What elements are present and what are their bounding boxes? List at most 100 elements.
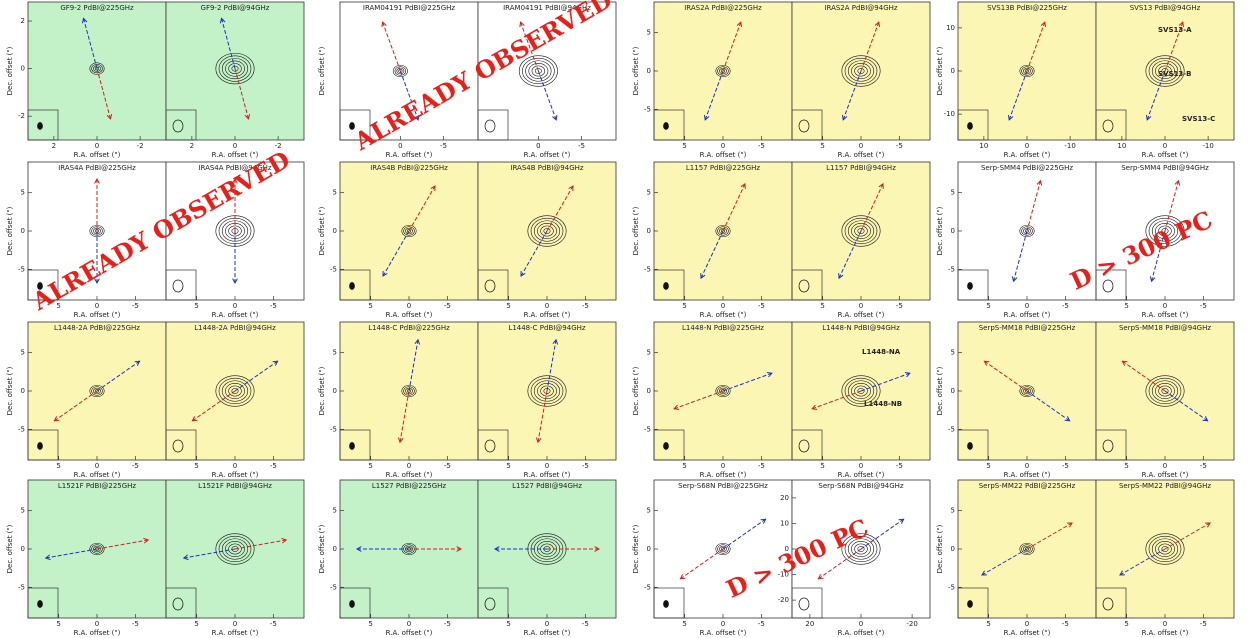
beam-box <box>957 587 989 619</box>
y-axis-label: Dec. offset (") <box>936 206 944 255</box>
x-tick-label: 0 <box>545 462 549 470</box>
y-axis-label: Dec. offset (") <box>632 524 640 573</box>
arrow-head <box>1174 179 1181 186</box>
contour <box>231 546 239 552</box>
panel-title: L1527 PdBI@225GHz <box>372 482 447 490</box>
contour <box>1161 546 1169 552</box>
contour <box>89 384 105 398</box>
beam-box <box>477 109 509 141</box>
panel-title: SerpS-MM22 PdBI@94GHz <box>1119 482 1211 490</box>
outflow-arrow <box>234 68 249 119</box>
outflow-arrow <box>680 548 724 580</box>
y-tick-label: 5 <box>951 507 955 515</box>
y-tick-label: -5 <box>18 583 25 591</box>
contour <box>1155 541 1175 557</box>
beam <box>484 597 496 611</box>
figure-pair: IRAM04191 PdBI@225GHz 0 -5 R.A. offset (") D… <box>318 0 617 159</box>
y-tick-label: -10 <box>778 571 789 579</box>
contour <box>1155 63 1175 79</box>
beam <box>484 279 496 293</box>
contour <box>530 377 564 405</box>
outflow-arrow <box>96 539 149 550</box>
contour <box>719 387 727 395</box>
contour <box>527 215 567 247</box>
arrow-head <box>983 360 990 366</box>
x-axis-label: R.A. offset (") <box>1004 471 1051 479</box>
arrow-head <box>1202 416 1209 422</box>
contour <box>847 538 875 560</box>
contour <box>405 387 413 395</box>
contour <box>89 62 105 75</box>
outflow-arrow <box>981 548 1028 576</box>
contour <box>847 220 875 242</box>
contour <box>533 380 561 402</box>
contour <box>540 225 554 237</box>
arrow-head <box>1149 276 1156 283</box>
beam-box <box>477 429 509 461</box>
arrow-head <box>381 21 387 28</box>
outflow-arrow <box>408 339 419 392</box>
beam-box <box>957 429 989 461</box>
y-tick-label: 0 <box>647 387 651 395</box>
x-tick-label: 5 <box>682 620 686 628</box>
contour <box>719 227 727 235</box>
x-axis-label: R.A. offset (") <box>524 151 571 159</box>
panel-title: L1448-C PdBI@94GHz <box>508 324 585 332</box>
arrow-head <box>904 371 911 378</box>
contour <box>215 375 255 407</box>
x-tick-label: 0 <box>95 620 99 628</box>
arrow-head <box>281 537 288 544</box>
contour <box>1148 535 1182 563</box>
x-tick-label: 0 <box>536 142 540 150</box>
beam-box <box>27 109 59 141</box>
x-axis-label: R.A. offset (") <box>524 471 571 479</box>
arrow-head <box>81 17 88 24</box>
panel-title: Serp-SMM4 PdBI@225GHz <box>981 164 1073 172</box>
beam <box>349 442 355 450</box>
x-tick-label: 2 <box>190 142 194 150</box>
contour <box>720 229 726 233</box>
contour <box>93 545 101 553</box>
arrow-head <box>878 182 884 189</box>
arrow-head <box>1121 360 1128 366</box>
contour <box>1023 227 1031 235</box>
arrow-head <box>430 185 436 191</box>
contour <box>533 220 561 242</box>
contour <box>1145 375 1185 407</box>
beam <box>1102 279 1114 293</box>
y-tick-label: 2 <box>21 17 25 25</box>
x-tick-label: 5 <box>682 142 686 150</box>
x-tick-label: -5 <box>758 142 765 150</box>
outflow-arrow <box>537 390 548 443</box>
contour <box>403 544 415 554</box>
x-tick-label: -5 <box>440 142 447 150</box>
arrow-head <box>1178 21 1185 28</box>
beam <box>37 282 43 290</box>
beam-box <box>791 587 823 619</box>
arrow-head <box>44 554 51 561</box>
x-tick-label: 0 <box>1025 620 1029 628</box>
y-axis-label: Dec. offset (") <box>318 206 326 255</box>
x-tick-label: 0 <box>859 302 863 310</box>
panel-title: IRAS4A PdBI@225GHz <box>58 164 136 172</box>
figure-pair: GF9-2 PdBI@225GHz 2 0 -2 R.A. offset (") -2 0 2… <box>6 1 305 159</box>
contour <box>854 385 868 397</box>
outflow-arrow <box>1026 522 1073 550</box>
x-tick-label: 5 <box>56 620 60 628</box>
y-tick-label: -5 <box>644 265 651 273</box>
x-tick-label: -5 <box>270 462 277 470</box>
figure-pair: SerpS-MM22 PdBI@225GHz 5 0 -5 R.A. offset ("… <box>936 479 1235 637</box>
panel-title: Serp-SMM4 PdBI@94GHz <box>1121 164 1209 172</box>
figure-pair: SVS13B PdBI@225GHz 10 0 -10 R.A. offset (") -… <box>936 1 1235 159</box>
beam-box <box>165 587 197 619</box>
beam <box>484 439 496 453</box>
beam-box <box>477 269 509 301</box>
beam <box>37 122 43 130</box>
contour <box>1023 545 1031 553</box>
figure-pair: L1448-N PdBI@225GHz 5 0 -5 R.A. offset (") -5… <box>632 321 931 479</box>
contour <box>715 384 731 398</box>
x-tick-label: 5 <box>820 302 824 310</box>
contour <box>720 547 726 551</box>
contour <box>1021 226 1033 236</box>
contour <box>540 385 554 397</box>
